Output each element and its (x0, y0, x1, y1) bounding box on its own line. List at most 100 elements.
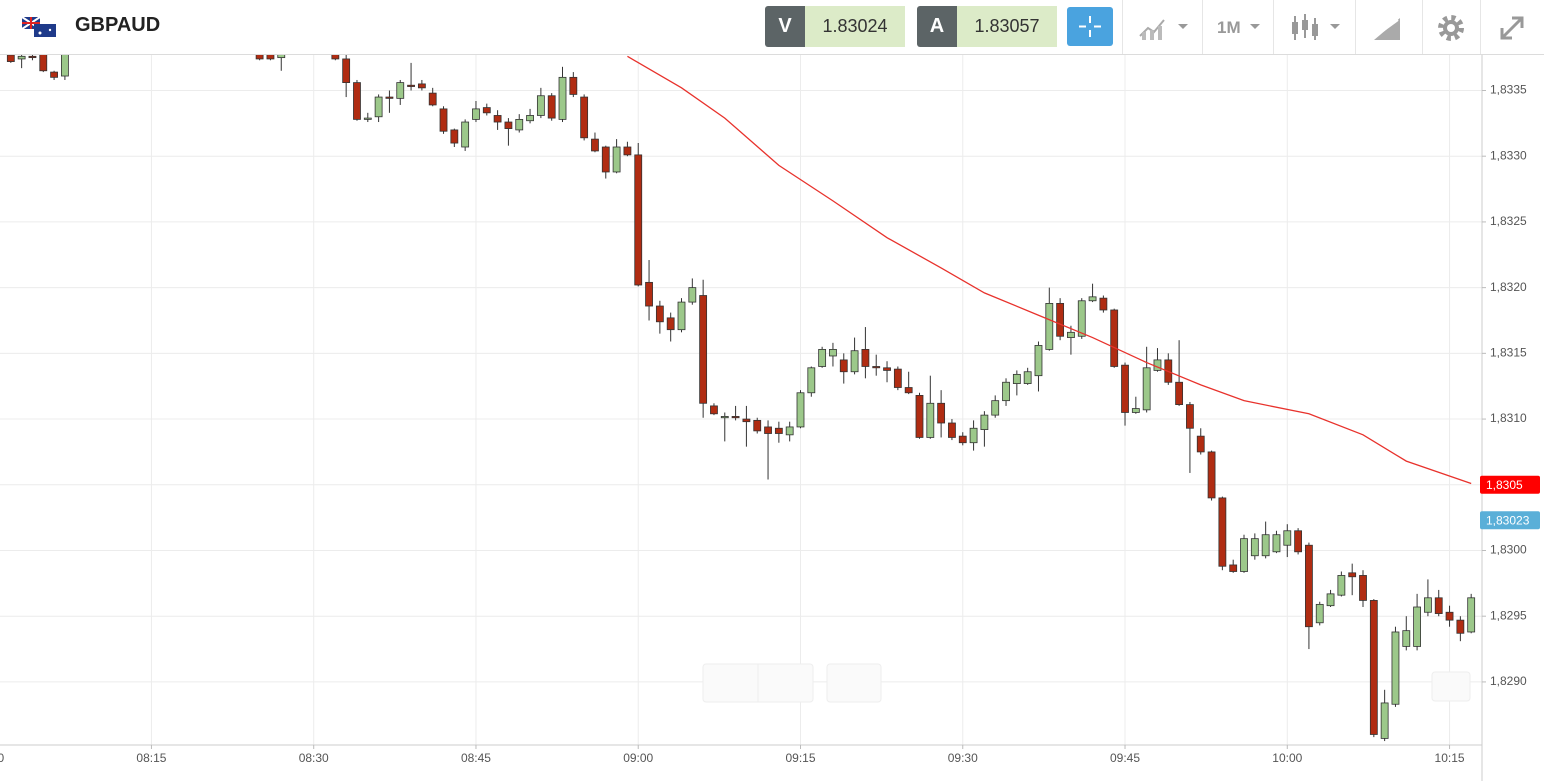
bid-label[interactable]: V (765, 6, 805, 47)
ask-label[interactable]: A (917, 6, 957, 47)
crosshair-button[interactable] (1067, 7, 1113, 46)
candle-body (893, 368, 902, 388)
fullscreen-button[interactable] (1496, 12, 1528, 44)
candle-body (677, 301, 686, 331)
y-tick-label: 1,8315 (1490, 346, 1527, 360)
candle-body (1326, 593, 1335, 607)
candle-body (266, 55, 275, 60)
candle-body (439, 108, 448, 132)
candle-body (363, 117, 372, 120)
y-tick-label: 1,8335 (1490, 83, 1527, 97)
reset-button[interactable] (826, 663, 882, 703)
candle-body (6, 55, 15, 62)
scroll-button[interactable] (1431, 671, 1471, 702)
candle-body (39, 55, 48, 72)
candle-body (742, 418, 751, 423)
y-tick-label: 1,8300 (1490, 543, 1527, 557)
candle-body (818, 348, 827, 367)
candle-body (710, 405, 718, 415)
candle-body (666, 317, 675, 331)
candle-body (1413, 606, 1421, 647)
candle-body (1056, 302, 1065, 337)
candle-body (255, 55, 264, 60)
candle-body (1218, 497, 1227, 567)
ask-price[interactable]: 1.83057 (957, 6, 1057, 47)
candle-body (601, 146, 610, 173)
candle-body (1229, 564, 1238, 572)
candle-body (785, 426, 794, 436)
price-tag (1480, 511, 1540, 530)
candle-body (1272, 534, 1281, 553)
candle-body (655, 305, 664, 323)
y-tick-label: 1,8325 (1490, 214, 1527, 228)
toolbar: GBPAUD V 1.83024 A 1.83057 1M (0, 0, 1544, 55)
candle-body (861, 348, 870, 367)
candle-body (417, 83, 426, 89)
candle-body (1434, 597, 1443, 614)
candle-body (1142, 367, 1151, 411)
bid-price[interactable]: 1.83024 (805, 6, 905, 47)
y-tick-label: 1,8330 (1490, 148, 1527, 162)
candle-body (958, 435, 967, 444)
candle-body (1261, 534, 1270, 557)
candle-body (839, 359, 848, 373)
candle-body (1467, 597, 1476, 633)
candle-body (612, 146, 621, 173)
candle-body (482, 107, 491, 114)
candle-body (1283, 530, 1292, 546)
settings-button[interactable] (1435, 12, 1467, 44)
drawing-button[interactable] (1372, 14, 1404, 42)
grid (0, 55, 1482, 745)
candle-body (385, 96, 394, 99)
candle-body (937, 402, 946, 424)
candle-body (883, 367, 891, 371)
candle-body (904, 387, 913, 394)
y-tick-label: 1,8310 (1490, 411, 1527, 425)
candle-body (980, 414, 989, 430)
candle-body (515, 119, 524, 131)
candle-body (807, 367, 816, 394)
candle-body (1456, 619, 1465, 634)
candle-body (1305, 544, 1313, 628)
timeframe-caret[interactable] (1248, 14, 1264, 42)
candle-body (1369, 600, 1378, 735)
x-tick-label: 08:30 (299, 751, 329, 765)
candle-body (353, 82, 361, 120)
price-tag (1480, 475, 1540, 494)
candle-body (1207, 451, 1216, 499)
flag-icon (22, 17, 56, 37)
candle-body (547, 95, 556, 119)
candle-body (1077, 300, 1086, 337)
candle-body (1002, 381, 1010, 402)
candle-body (526, 115, 534, 122)
timeframe-button[interactable]: 1M (1217, 18, 1241, 37)
candle-body (688, 287, 697, 303)
candle-body (1315, 603, 1324, 624)
candle-body (753, 419, 762, 432)
candle-body (969, 427, 978, 444)
x-tick-label: 08:00 (0, 751, 5, 765)
plot-area (6, 55, 1476, 742)
candle-body (277, 55, 286, 59)
candle-body (331, 55, 340, 60)
candle-body (1337, 575, 1346, 596)
chart: 1,8290 1,8295 1,8300 1,8305 1,8310 1,8315 1,83… (0, 55, 1540, 781)
candle-body (450, 129, 459, 144)
candle-body (61, 55, 69, 77)
candle-body (374, 96, 383, 118)
candle-body (1131, 408, 1140, 413)
candle-body (1294, 530, 1303, 553)
chart-type-button[interactable] (1138, 14, 1192, 42)
candle-body (558, 76, 567, 120)
candle-body (1445, 611, 1454, 621)
candle-type-button[interactable] (1290, 12, 1346, 44)
x-tick-label: 10:00 (1272, 751, 1302, 765)
x-tick-label: 09:00 (623, 751, 653, 765)
candle-body (1110, 309, 1119, 367)
candle-body (850, 350, 859, 373)
candle-body (1023, 371, 1032, 384)
candle-body (1348, 572, 1357, 578)
candle-body (634, 154, 643, 286)
price-tag-label: 1,83023 (1486, 513, 1530, 527)
